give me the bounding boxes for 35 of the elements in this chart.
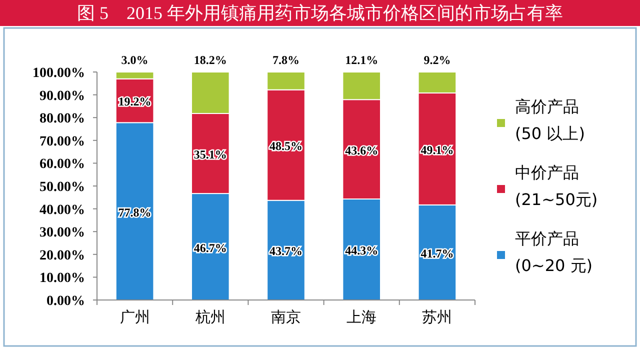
y-tick-label: 30.00% xyxy=(40,226,85,241)
data-label: 18.2% xyxy=(194,53,227,67)
y-tick-label: 10.00% xyxy=(40,271,85,286)
x-tick-label: 上海 xyxy=(346,308,377,326)
x-tick-label: 南京 xyxy=(271,308,301,326)
data-label: 43.7% xyxy=(270,244,302,258)
y-tick-label: 20.00% xyxy=(40,248,85,264)
data-label: 46.7% xyxy=(194,240,227,255)
data-label: 3.0% xyxy=(121,53,148,67)
y-tick-label: 90.00% xyxy=(40,88,85,104)
x-tick-label: 苏州 xyxy=(422,308,452,326)
data-label: 43.6% xyxy=(345,143,378,158)
legend-label: 平价产品 (0~20 元) xyxy=(515,229,593,275)
data-label: 35.1% xyxy=(194,148,227,162)
data-label: 19.2% xyxy=(118,94,152,109)
x-tick-label: 广州 xyxy=(120,308,150,326)
legend-label: 中价产品 (21~50元) xyxy=(515,163,598,209)
y-tick-label: 0.00% xyxy=(46,294,85,309)
y-tick-label: 40.00% xyxy=(40,202,85,218)
data-label: 49.1% xyxy=(420,142,454,157)
y-tick-label: 70.00% xyxy=(40,134,85,150)
y-tick-label: 50.00% xyxy=(40,180,85,195)
data-label: 77.8% xyxy=(118,205,152,220)
y-tick-label: 100.00% xyxy=(32,66,85,81)
data-label: 12.1% xyxy=(345,53,378,67)
data-label: 7.8% xyxy=(272,53,300,67)
data-label: 41.7% xyxy=(420,246,454,260)
data-label: 48.5% xyxy=(270,139,302,154)
y-tick-label: 80.00% xyxy=(40,112,85,127)
chart-title: 图 5 2015 年外用镇痛用药市场各城市价格区间的市场占有率 xyxy=(77,3,563,23)
data-label: 9.2% xyxy=(424,53,451,67)
data-label: 44.3% xyxy=(345,244,378,258)
legend-label: 高价产品 (50 以上) xyxy=(515,97,585,143)
x-tick-label: 杭州 xyxy=(194,308,226,326)
y-tick-label: 60.00% xyxy=(40,157,85,172)
